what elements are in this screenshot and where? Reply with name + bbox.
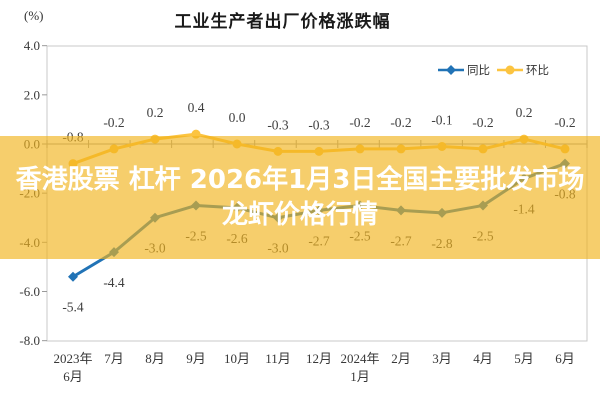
x-axis-category-label: 2024年 (340, 351, 379, 366)
banner-text-line1: 香港股票 杠杆 2026年1月3日全国主要批发市场 (15, 164, 585, 195)
y-axis-tick-label: -8.0 (19, 333, 40, 348)
banner-text-line2: 龙虾价格行情 (221, 199, 378, 230)
yoy-line-diamond-marker-icon (438, 65, 464, 75)
data-label: -0.2 (390, 115, 411, 130)
x-axis-category-label: 3月 (432, 351, 452, 366)
chart-title: 工业生产者出厂价格涨跌幅 (174, 12, 391, 32)
data-label: -0.3 (308, 117, 330, 132)
x-axis-category-label: 6月 (555, 351, 575, 366)
chart-legend: 同比 环比 (438, 62, 549, 78)
x-axis-category-label: 8月 (145, 351, 165, 366)
data-label: -0.3 (267, 117, 289, 132)
data-label: -5.4 (62, 300, 84, 315)
y-axis-unit-label: (%) (24, 8, 44, 23)
y-axis-tick-label: -6.0 (19, 284, 40, 299)
data-label: -0.2 (472, 115, 493, 130)
data-label: -0.1 (431, 112, 452, 127)
data-label: -0.2 (554, 115, 575, 130)
x-axis-category-label: 7月 (104, 351, 124, 366)
x-axis-category-label: 5月 (514, 351, 534, 366)
legend-label-yoy: 同比 (467, 65, 490, 77)
x-axis-category-label: 12月 (306, 351, 332, 366)
data-point-diamond-marker (68, 271, 78, 282)
data-label: 0.2 (516, 105, 533, 120)
mom-line-circle-marker-icon (497, 65, 523, 75)
data-label: 0.4 (188, 100, 205, 115)
x-axis-category-label: 2023年 (53, 351, 92, 366)
y-axis-tick-label: 4.0 (24, 38, 40, 53)
legend-label-mom: 环比 (526, 65, 549, 77)
x-axis-category-label: 9月 (186, 351, 206, 366)
x-axis-category-label: 4月 (473, 351, 493, 366)
x-axis-category-label: 6月 (63, 369, 83, 384)
data-label: -0.2 (349, 115, 370, 130)
data-label: 0.2 (147, 105, 164, 120)
x-axis-category-label: 11月 (265, 351, 291, 366)
x-axis-category-label: 10月 (224, 351, 250, 366)
data-label: -0.2 (103, 115, 124, 130)
data-label: 0.0 (229, 110, 246, 125)
overlay-text-banner: 香港股票 杠杆 2026年1月3日全国主要批发市场 龙虾价格行情 (0, 136, 600, 259)
legend-item-yoy: 同比 (438, 62, 490, 78)
x-axis-category-label: 2月 (391, 351, 411, 366)
legend-item-mom: 环比 (497, 62, 549, 78)
y-axis-tick-label: 2.0 (24, 87, 40, 102)
data-label: -4.4 (103, 275, 125, 290)
x-axis-category-label: 1月 (350, 369, 370, 384)
